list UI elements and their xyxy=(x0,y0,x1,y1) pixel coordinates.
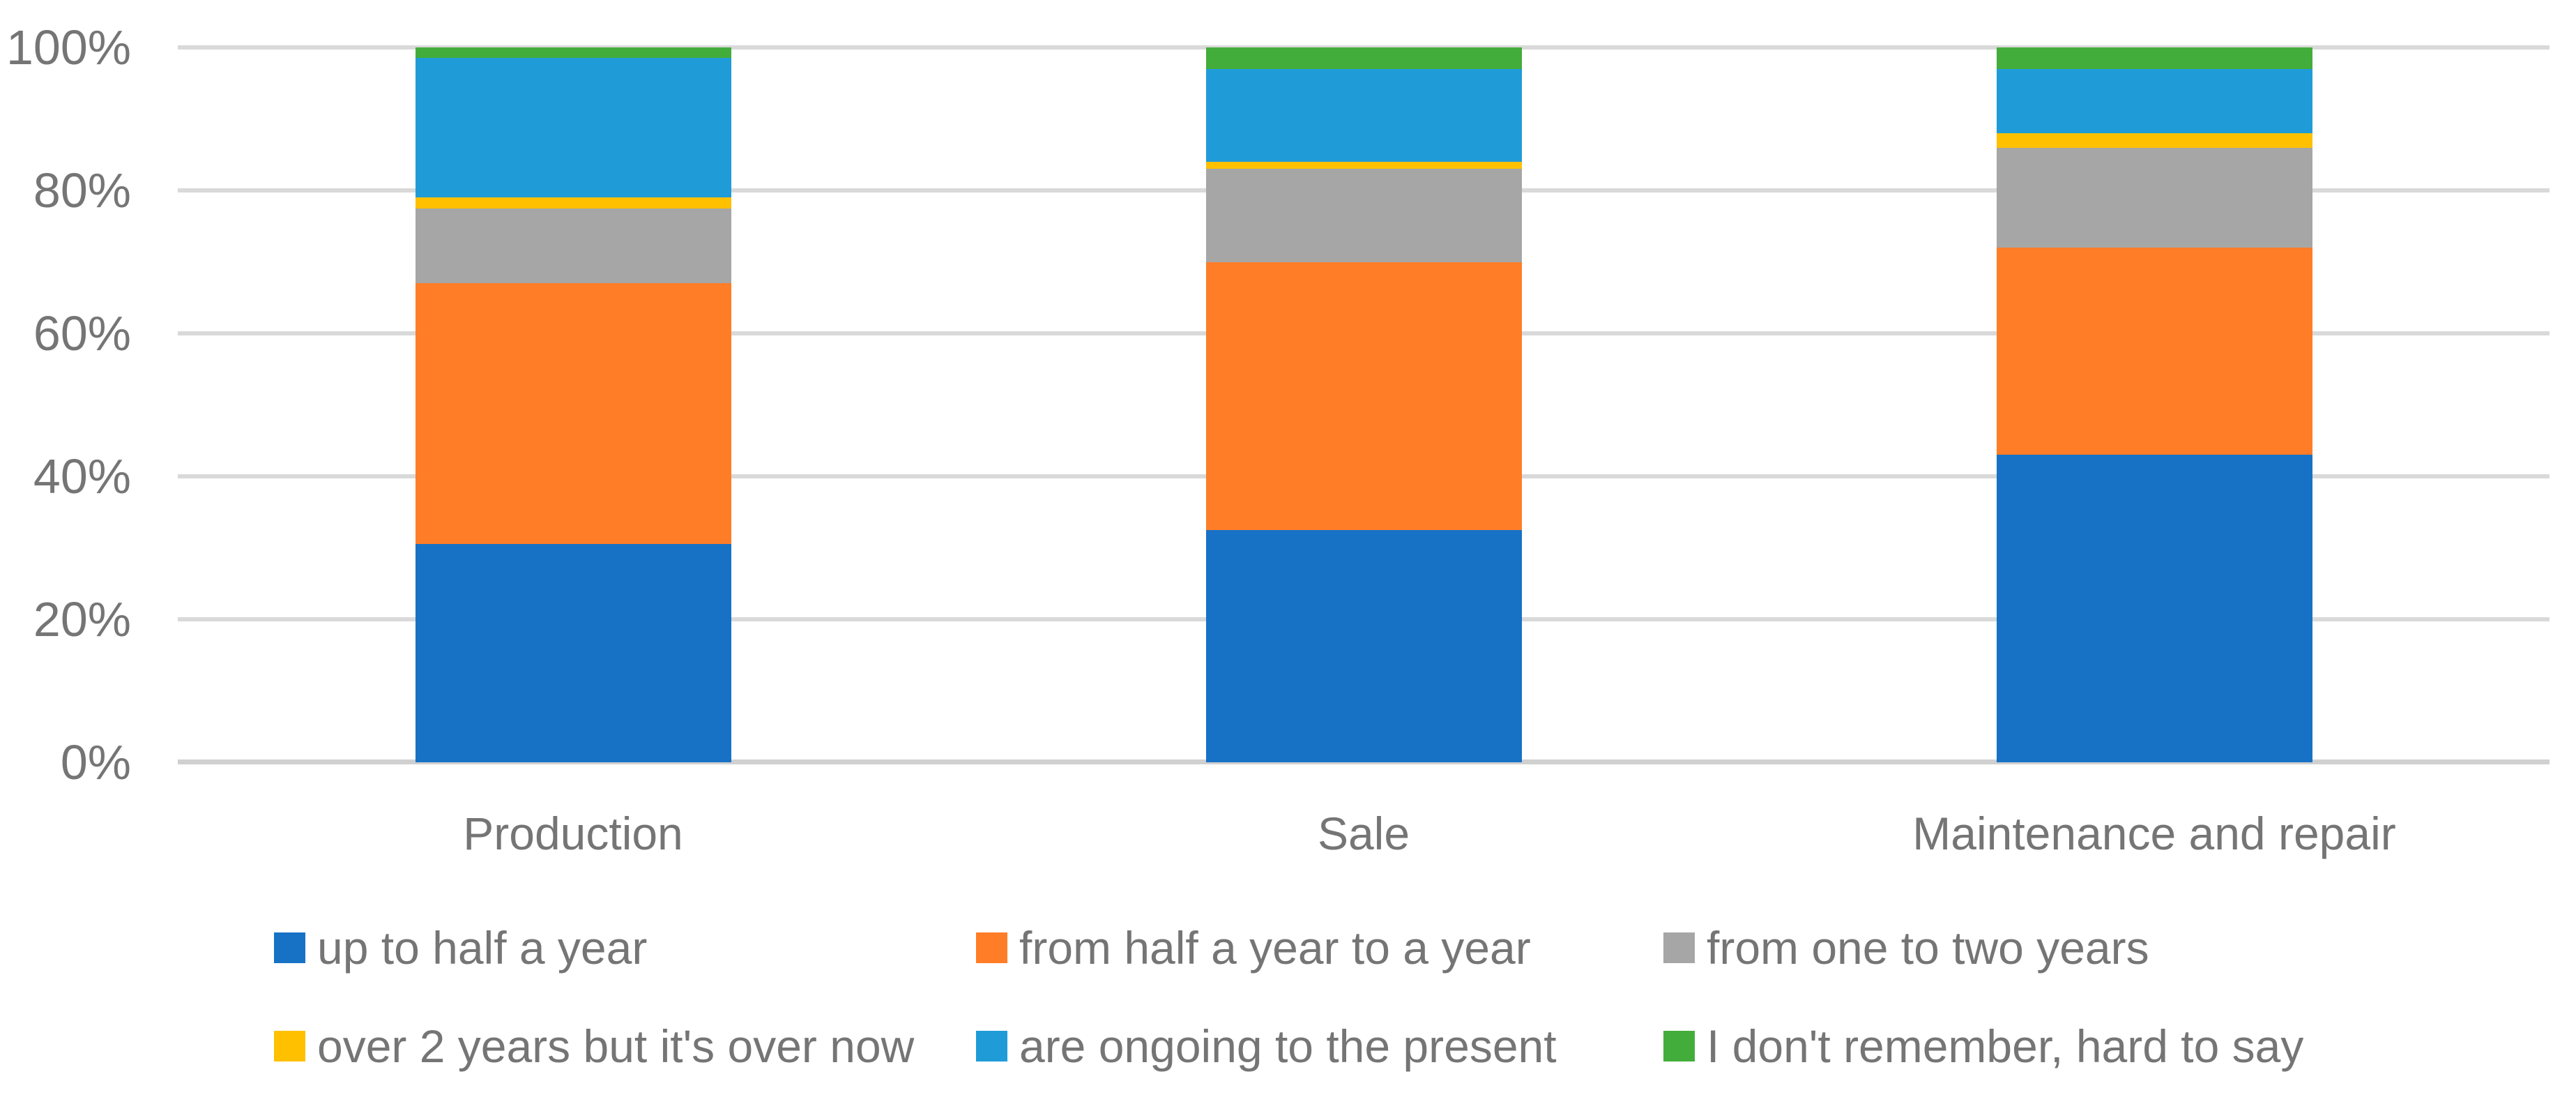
plot-area xyxy=(178,0,2550,1111)
segment-over-2-years-but-it-s-over-now xyxy=(1996,133,2312,148)
legend-item-are-ongoing-to-the-present: are ongoing to the present xyxy=(976,1018,1557,1074)
legend-swatch-up-to-half-a-year xyxy=(274,932,305,963)
legend-label-are-ongoing-to-the-present: are ongoing to the present xyxy=(1019,1020,1557,1072)
bar-maintenance-and-repair xyxy=(1996,47,2312,762)
y-axis-tick-label: 100% xyxy=(6,20,131,75)
segment-i-don-t-remember-hard-to-say xyxy=(1205,47,1522,69)
legend-item-from-one-to-two-years: from one to two years xyxy=(1663,920,2149,976)
segment-from-half-a-year-to-a-year xyxy=(1205,262,1522,530)
segment-from-half-a-year-to-a-year xyxy=(415,283,731,545)
segment-from-half-a-year-to-a-year xyxy=(1996,248,2312,455)
legend-label-from-one-to-two-years: from one to two years xyxy=(1707,922,2149,974)
segment-from-one-to-two-years xyxy=(1205,169,1522,262)
legend-swatch-from-one-to-two-years xyxy=(1663,932,1695,963)
segment-from-one-to-two-years xyxy=(415,208,731,284)
y-axis-tick-label: 20% xyxy=(33,592,131,647)
legend-swatch-over-2-years-but-it-s-over-now xyxy=(274,1031,305,1061)
legend-label-from-half-a-year-to-a-year: from half a year to a year xyxy=(1019,922,1531,974)
legend-label-up-to-half-a-year: up to half a year xyxy=(317,922,648,974)
segment-over-2-years-but-it-s-over-now xyxy=(1205,162,1522,169)
y-axis-tick-label: 40% xyxy=(33,449,131,504)
y-axis-tick-label: 80% xyxy=(33,163,131,218)
segment-from-one-to-two-years xyxy=(1996,147,2312,248)
segment-up-to-half-a-year xyxy=(1205,529,1522,762)
segment-up-to-half-a-year xyxy=(415,544,731,762)
legend-swatch-i-don-t-remember-hard-to-say xyxy=(1663,1031,1695,1061)
legend-item-up-to-half-a-year: up to half a year xyxy=(274,920,647,976)
segment-are-ongoing-to-the-present xyxy=(415,58,731,198)
category-label-sale: Sale xyxy=(1317,808,1410,859)
bar-sale xyxy=(1205,47,1522,762)
bar-production xyxy=(415,47,731,762)
segment-i-don-t-remember-hard-to-say xyxy=(1996,47,2312,69)
legend-label-i-don-t-remember-hard-to-say: I don't remember, hard to say xyxy=(1707,1020,2304,1072)
legend-item-over-2-years-but-it-s-over-now: over 2 years but it's over now xyxy=(274,1018,914,1074)
legend-swatch-from-half-a-year-to-a-year xyxy=(976,932,1007,963)
legend-item-i-don-t-remember-hard-to-say: I don't remember, hard to say xyxy=(1663,1018,2303,1074)
y-axis-tick-label: 0% xyxy=(60,735,131,789)
segment-up-to-half-a-year xyxy=(1996,455,2312,762)
category-label-maintenance-and-repair: Maintenance and repair xyxy=(1912,808,2396,859)
segment-over-2-years-but-it-s-over-now xyxy=(415,197,731,209)
segment-are-ongoing-to-the-present xyxy=(1205,68,1522,162)
legend-swatch-are-ongoing-to-the-present xyxy=(976,1031,1007,1061)
y-axis-tick-label: 60% xyxy=(33,306,131,361)
category-label-production: Production xyxy=(463,808,683,859)
legend-label-over-2-years-but-it-s-over-now: over 2 years but it's over now xyxy=(317,1020,915,1072)
segment-i-don-t-remember-hard-to-say xyxy=(415,47,731,59)
legend-item-from-half-a-year-to-a-year: from half a year to a year xyxy=(976,920,1531,976)
segment-are-ongoing-to-the-present xyxy=(1996,68,2312,133)
